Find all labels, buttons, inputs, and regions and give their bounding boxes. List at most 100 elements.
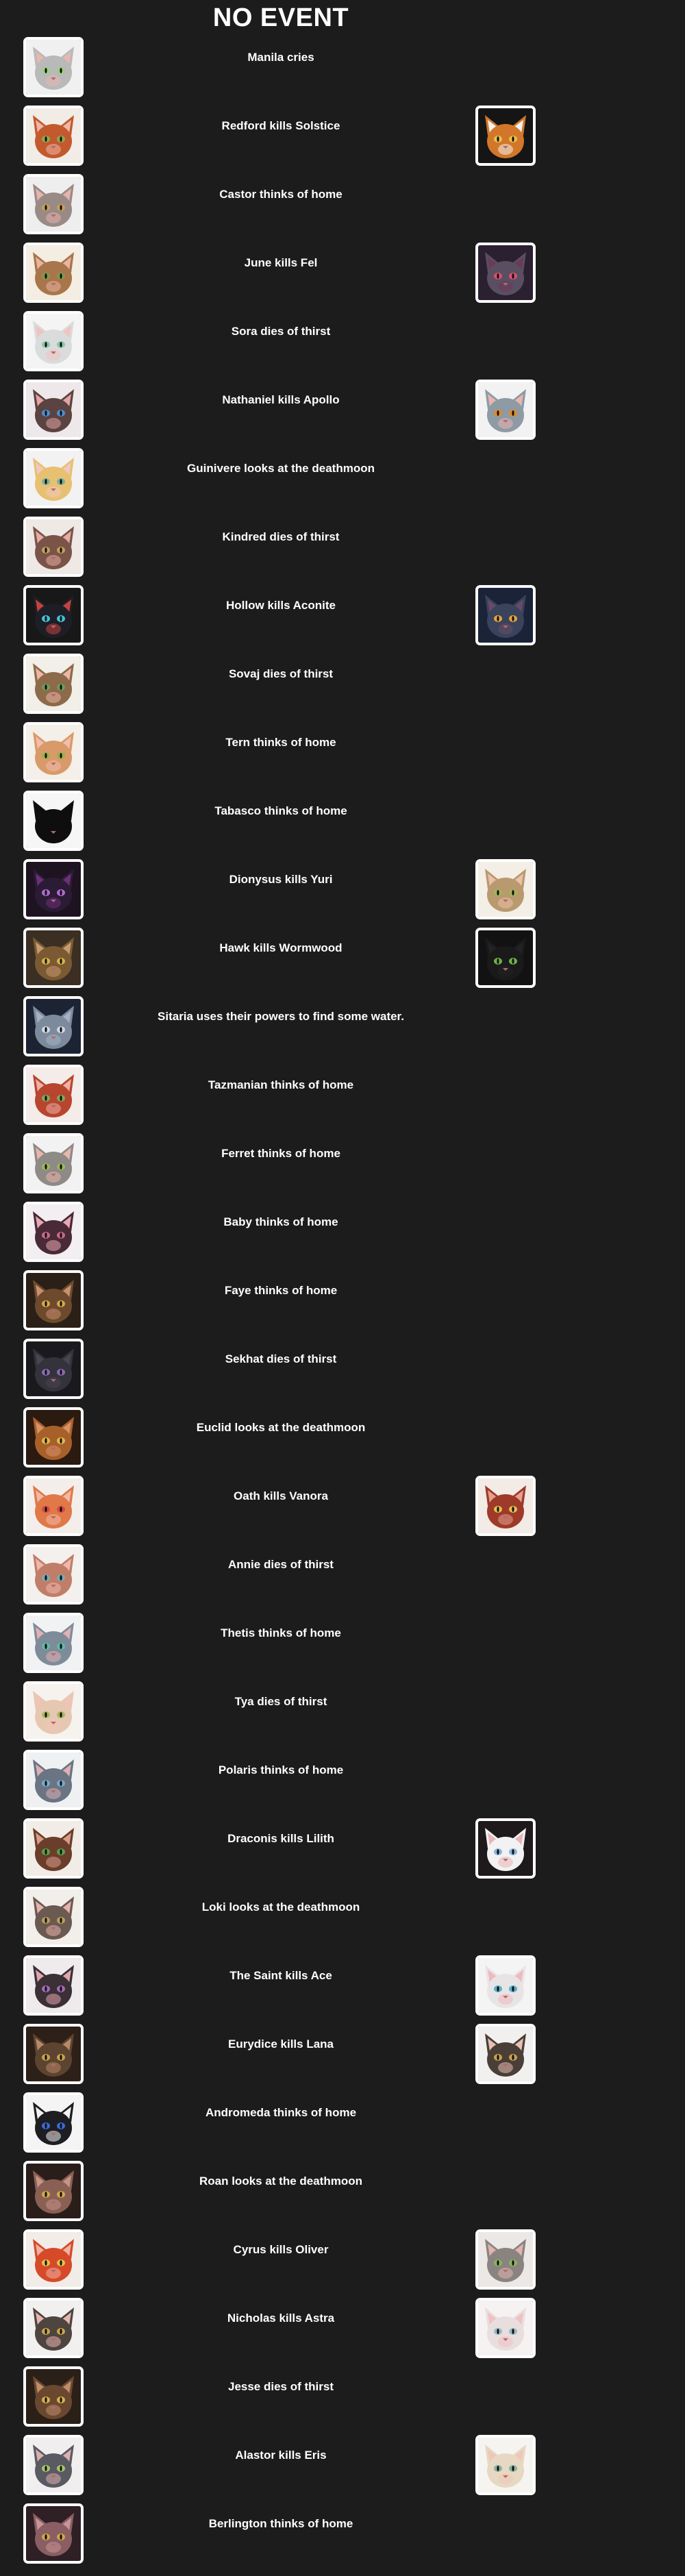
event-row: Tabasco thinks of home (0, 788, 685, 856)
cat-portrait-icon (478, 1958, 533, 2013)
event-text: Tern thinks of home (225, 736, 336, 749)
cat-portrait-icon (26, 1410, 81, 1465)
event-row: Faye thinks of home (0, 1267, 685, 1336)
victim-avatar (475, 928, 536, 988)
page-title: NO EVENT (212, 3, 349, 32)
cat-portrait-icon (26, 1615, 81, 1670)
event-text: Sora dies of thirst (231, 325, 331, 338)
actor-avatar (23, 1476, 84, 1536)
cat-portrait-icon (478, 245, 533, 300)
event-row: Polaris thinks of home (0, 1747, 685, 1816)
event-text: Sitaria uses their powers to find some w… (158, 1010, 404, 1023)
cat-portrait-icon (26, 1821, 81, 1876)
event-row: Hollow kills Aconite (0, 582, 685, 651)
event-row: Oath kills Vanora (0, 1473, 685, 1541)
cat-portrait-icon (478, 930, 533, 985)
cat-portrait-icon (26, 451, 81, 506)
cat-portrait-icon (26, 1753, 81, 1807)
cat-portrait-icon (26, 2438, 81, 2492)
cat-portrait-icon (26, 656, 81, 711)
event-text: Tazmanian thinks of home (208, 1078, 354, 1091)
actor-avatar (23, 1887, 84, 1947)
actor-avatar (23, 1133, 84, 1193)
victim-avatar (475, 380, 536, 440)
cat-portrait-icon (26, 108, 81, 163)
event-text: Polaris thinks of home (218, 1763, 344, 1776)
cat-portrait-icon (478, 862, 533, 917)
event-text: Alastor kills Eris (235, 2449, 327, 2462)
event-text: Jesse dies of thirst (227, 2380, 334, 2393)
victim-avatar (475, 2024, 536, 2084)
event-row: Jesse dies of thirst (0, 2364, 685, 2432)
cat-portrait-icon (26, 519, 81, 574)
victim-avatar (475, 585, 536, 645)
cat-portrait-icon (26, 2301, 81, 2355)
event-text: Hawk kills Wormwood (219, 941, 342, 954)
cat-portrait-icon (478, 2301, 533, 2355)
actor-avatar (23, 380, 84, 440)
cat-portrait-icon (26, 2164, 81, 2218)
cat-portrait-icon (26, 1478, 81, 1533)
cat-portrait-icon (26, 177, 81, 232)
event-row: Eurydice kills Lana (0, 2021, 685, 2090)
actor-avatar (23, 448, 84, 508)
event-row: Tazmanian thinks of home (0, 1062, 685, 1130)
cat-portrait-icon (478, 2438, 533, 2492)
event-row: Manila cries (0, 34, 685, 103)
cat-portrait-icon (478, 1821, 533, 1876)
actor-avatar (23, 174, 84, 234)
actor-avatar (23, 2298, 84, 2358)
cat-portrait-icon (26, 725, 81, 780)
actor-avatar (23, 791, 84, 851)
actor-avatar (23, 517, 84, 577)
victim-avatar (475, 1476, 536, 1536)
cat-portrait-icon (26, 314, 81, 369)
event-row: Dionysus kills Yuri (0, 856, 685, 925)
event-row: Loki looks at the deathmoon (0, 1884, 685, 1953)
event-row: Annie dies of thirst (0, 1541, 685, 1610)
cat-portrait-icon (26, 930, 81, 985)
cat-portrait-icon (26, 1067, 81, 1122)
cat-portrait-icon (26, 245, 81, 300)
event-text: Dionysus kills Yuri (229, 873, 333, 886)
event-row: Castor thinks of home (0, 171, 685, 240)
event-row: Nicholas kills Astra (0, 2295, 685, 2364)
event-row: June kills Fel (0, 240, 685, 308)
event-text: Berlington thinks of home (208, 2517, 353, 2530)
cat-portrait-icon (26, 1547, 81, 1602)
event-row: Sitaria uses their powers to find some w… (0, 993, 685, 1062)
actor-avatar (23, 2161, 84, 2221)
actor-avatar (23, 2092, 84, 2153)
event-text: Castor thinks of home (219, 188, 342, 201)
cat-portrait-icon (478, 382, 533, 437)
victim-avatar (475, 106, 536, 166)
actor-avatar (23, 1339, 84, 1399)
event-row: Berlington thinks of home (0, 2501, 685, 2569)
event-row: Roan looks at the deathmoon (0, 2158, 685, 2227)
actor-avatar (23, 1750, 84, 1810)
event-row: Hawk kills Wormwood (0, 925, 685, 993)
event-text: Cyrus kills Oliver (233, 2243, 329, 2256)
actor-avatar (23, 311, 84, 371)
cat-portrait-icon (26, 793, 81, 848)
cat-portrait-icon (26, 1341, 81, 1396)
event-row: Redford kills Solstice (0, 103, 685, 171)
victim-avatar (475, 1955, 536, 2016)
actor-avatar (23, 2229, 84, 2290)
actor-avatar (23, 928, 84, 988)
cat-portrait-icon (26, 999, 81, 1054)
actor-avatar (23, 996, 84, 1056)
event-text: Annie dies of thirst (228, 1558, 334, 1571)
event-text: Tya dies of thirst (234, 1695, 327, 1708)
event-text: Manila cries (247, 51, 314, 64)
event-row: Guinivere looks at the deathmoon (0, 445, 685, 514)
event-text: Loki looks at the deathmoon (201, 1900, 360, 1914)
event-text: Thetis thinks of home (221, 1626, 341, 1639)
event-text: Draconis kills Lilith (227, 1832, 334, 1845)
event-row: Tya dies of thirst (0, 1679, 685, 1747)
victim-avatar (475, 243, 536, 303)
event-list: Manila cries Redford kills Solstice Castor… (0, 34, 685, 2569)
event-text: Roan looks at the deathmoon (199, 2175, 363, 2188)
event-text: Tabasco thinks of home (214, 804, 347, 817)
event-text: Hollow kills Aconite (226, 599, 336, 612)
